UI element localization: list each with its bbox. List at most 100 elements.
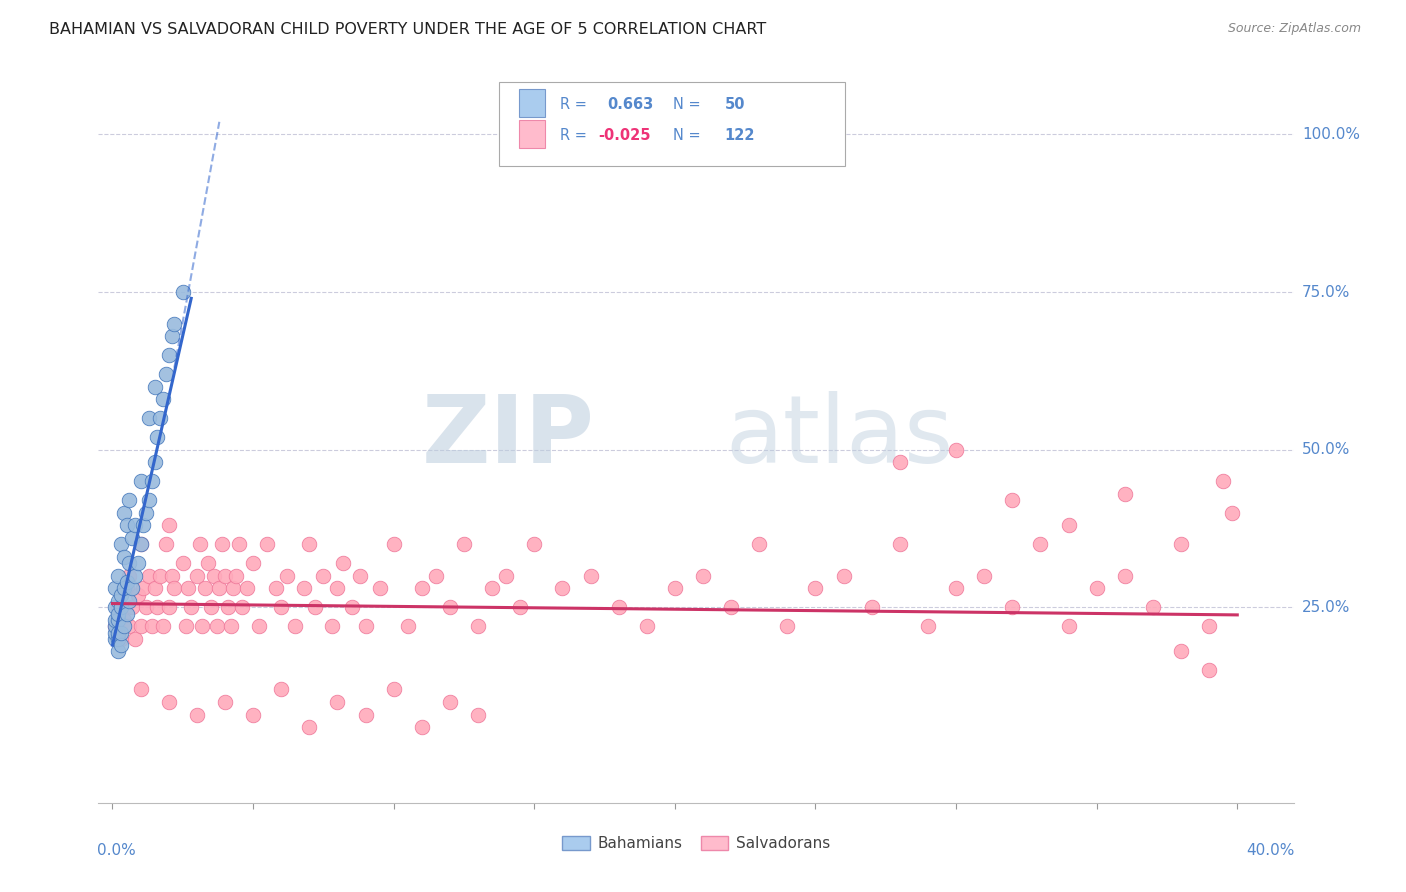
Point (340, 600, 363, 615)
Point (112, 613, 135, 627)
Point (104, 619, 127, 633)
Text: 50: 50 (724, 96, 745, 112)
Point (104, 582, 127, 596)
Point (495, 569, 517, 583)
Point (124, 518, 146, 533)
Point (1057, 619, 1080, 633)
Point (551, 582, 574, 596)
Point (332, 556, 354, 570)
Point (1170, 537, 1192, 551)
Point (748, 537, 770, 551)
Point (292, 582, 315, 596)
Point (191, 619, 214, 633)
Point (368, 582, 391, 596)
Point (174, 619, 197, 633)
Point (132, 518, 155, 533)
Point (197, 556, 219, 570)
Text: 40.0%: 40.0% (1246, 843, 1295, 858)
Point (860, 600, 883, 615)
Point (115, 607, 138, 621)
Point (118, 569, 141, 583)
Text: R =: R = (560, 96, 592, 112)
Point (194, 582, 217, 596)
Point (115, 582, 138, 596)
Point (349, 569, 371, 583)
Point (157, 518, 180, 533)
Point (127, 588, 149, 602)
Point (110, 537, 132, 551)
Point (104, 619, 127, 633)
FancyBboxPatch shape (499, 82, 845, 167)
Point (1170, 644, 1192, 658)
Text: ZIP: ZIP (422, 391, 595, 483)
Point (107, 569, 129, 583)
Point (579, 569, 602, 583)
Point (135, 506, 157, 520)
Point (155, 367, 177, 381)
Point (664, 582, 686, 596)
Point (720, 600, 742, 615)
FancyBboxPatch shape (519, 89, 546, 117)
Point (107, 613, 129, 627)
Point (177, 582, 200, 596)
Point (112, 619, 135, 633)
Point (219, 619, 242, 633)
Point (1057, 518, 1080, 533)
Point (211, 537, 233, 551)
Point (396, 619, 419, 633)
Text: 0.663: 0.663 (607, 96, 654, 112)
Point (321, 619, 343, 633)
Text: 100.0%: 100.0% (1302, 127, 1360, 142)
Point (1001, 493, 1024, 508)
Point (889, 537, 911, 551)
Point (231, 600, 253, 615)
Point (163, 582, 186, 596)
Point (1029, 537, 1052, 551)
Point (115, 518, 138, 533)
Point (217, 600, 239, 615)
Text: 122: 122 (724, 128, 755, 144)
Text: Source: ZipAtlas.com: Source: ZipAtlas.com (1227, 22, 1361, 36)
Point (186, 569, 208, 583)
Legend: Bahamians, Salvadorans: Bahamians, Salvadorans (555, 830, 837, 857)
Point (889, 455, 911, 469)
Text: 50.0%: 50.0% (1302, 442, 1350, 458)
Point (180, 600, 202, 615)
Text: N =: N = (673, 96, 706, 112)
Point (104, 613, 127, 627)
Point (236, 582, 259, 596)
Point (118, 619, 141, 633)
Point (138, 411, 160, 425)
Point (467, 619, 489, 633)
Point (205, 619, 228, 633)
Text: N =: N = (673, 128, 706, 144)
Point (200, 600, 222, 615)
Point (160, 329, 183, 343)
Point (129, 537, 152, 551)
Point (107, 632, 129, 646)
Point (160, 569, 183, 583)
Point (110, 638, 132, 652)
Point (132, 582, 155, 596)
Point (155, 537, 177, 551)
Point (509, 600, 531, 615)
Point (149, 411, 172, 425)
Point (110, 600, 132, 615)
Point (110, 588, 132, 602)
Point (228, 537, 250, 551)
Point (264, 582, 287, 596)
Point (112, 506, 135, 520)
Text: -0.025: -0.025 (598, 128, 651, 144)
Point (298, 537, 321, 551)
Point (172, 556, 194, 570)
Point (186, 707, 208, 722)
Point (107, 644, 129, 658)
Point (129, 537, 152, 551)
Point (135, 600, 157, 615)
Point (141, 474, 163, 488)
Point (124, 569, 146, 583)
Point (104, 600, 127, 615)
Point (143, 379, 166, 393)
Point (107, 625, 129, 640)
Point (225, 569, 247, 583)
